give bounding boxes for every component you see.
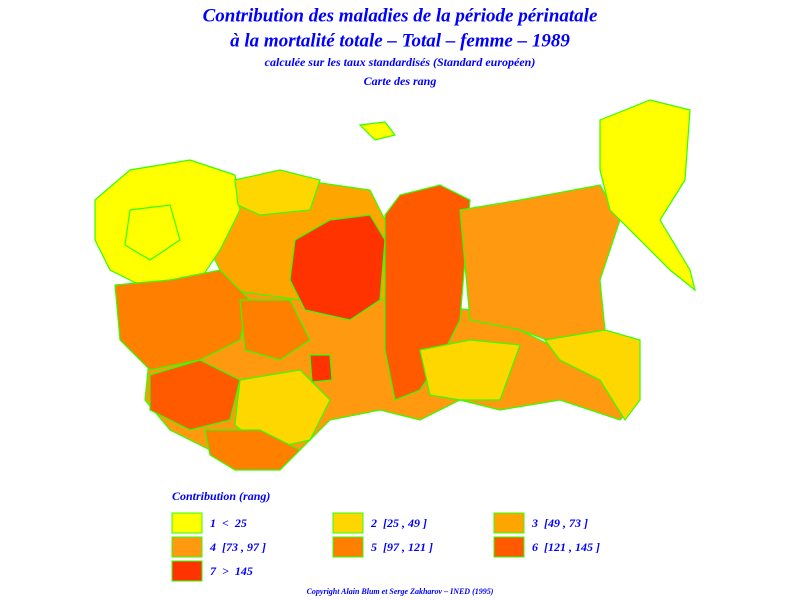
region xyxy=(204,429,302,471)
region xyxy=(289,214,386,321)
legend-label: 2 [25 , 49 ] xyxy=(370,516,427,530)
legend: 1 < 25 2 [25 , 49 ] 3 [49 , 73 ] 4 [73 , 97… xyxy=(171,512,600,582)
subtitle: calculée sur les taux standardisés (Stan… xyxy=(265,55,536,69)
title: Contribution des maladies de la période … xyxy=(203,5,598,26)
region xyxy=(358,121,397,141)
region xyxy=(309,354,333,383)
legend-swatch xyxy=(171,536,203,558)
legend-swatch xyxy=(493,536,525,558)
legend-swatch xyxy=(493,512,525,534)
legend-label: 4 [73 , 97 ] xyxy=(209,540,266,554)
legend-label: 3 [49 , 73 ] xyxy=(531,516,588,530)
region xyxy=(419,339,521,401)
region xyxy=(599,99,697,292)
region xyxy=(543,329,641,422)
legend-label: 7 > 145 xyxy=(210,564,253,578)
legend-label: 1 < 25 xyxy=(210,516,247,530)
copyright: Copyright Alain Blum et Serge Zakharov –… xyxy=(307,587,494,596)
region xyxy=(234,169,321,216)
legend-label: 6 [121 , 145 ] xyxy=(532,540,600,554)
legend-swatch xyxy=(332,512,364,534)
map xyxy=(94,99,697,471)
legend-swatch xyxy=(171,512,203,534)
legend-swatch xyxy=(171,560,203,582)
region xyxy=(384,184,471,401)
title-line-2: à la mortalité totale – Total – femme – … xyxy=(230,30,570,51)
legend-swatch xyxy=(332,536,364,558)
region xyxy=(124,204,181,261)
region xyxy=(114,269,251,371)
region xyxy=(149,359,241,431)
map-title: Carte des rang xyxy=(364,74,437,88)
legend-label: 5 [97 , 121 ] xyxy=(371,540,433,554)
legend-title: Contribution (rang) xyxy=(172,489,270,503)
region xyxy=(239,299,311,361)
region xyxy=(459,184,621,346)
